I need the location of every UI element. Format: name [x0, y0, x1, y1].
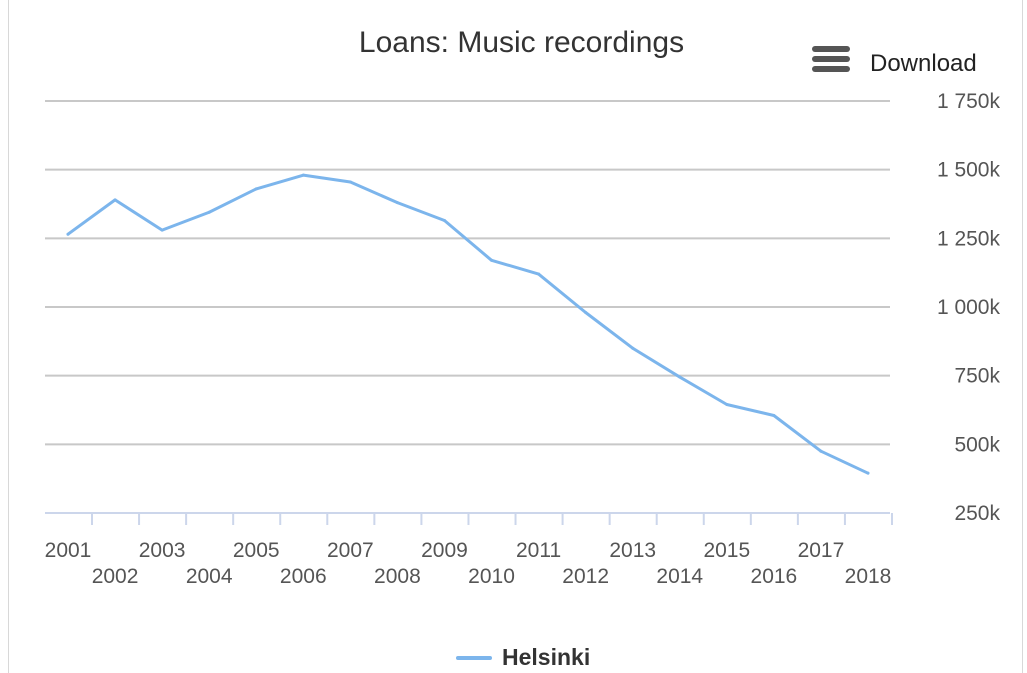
x-tick-label: 2002	[92, 565, 139, 588]
x-tick-label: 2016	[751, 565, 798, 588]
data-point	[301, 173, 305, 177]
x-tick-label: 2010	[468, 565, 515, 588]
data-point	[631, 346, 635, 350]
data-point	[348, 180, 352, 184]
x-tick-label: 2015	[703, 539, 750, 562]
data-point	[772, 413, 776, 417]
data-point	[160, 228, 164, 232]
x-tick-label: 2012	[562, 565, 609, 588]
series-line-helsinki	[66, 173, 870, 475]
y-tick-label: 250k	[954, 502, 1000, 525]
x-tick-label: 2009	[421, 539, 468, 562]
download-button[interactable]: Download	[812, 40, 977, 78]
x-tick-label: 2005	[233, 539, 280, 562]
x-tick-label: 2018	[845, 565, 892, 588]
chart-title: Loans: Music recordings	[358, 26, 685, 59]
x-tick-label: 2004	[186, 565, 233, 588]
data-point	[442, 218, 446, 222]
data-point	[584, 310, 588, 314]
data-point	[395, 201, 399, 205]
data-point	[254, 187, 258, 191]
x-tick-label: 2014	[656, 565, 703, 588]
legend-swatch	[456, 655, 492, 660]
x-tick-label: 2006	[280, 565, 327, 588]
download-label: Download	[870, 50, 977, 77]
legend-label: Helsinki	[502, 644, 591, 670]
y-tick-label: 1 000k	[937, 296, 1001, 319]
y-tick-label: 1 750k	[937, 90, 1001, 113]
x-tick-label: 2007	[327, 539, 374, 562]
hamburger-menu-icon[interactable]	[812, 46, 850, 72]
data-point	[819, 449, 823, 453]
x-tick-label: 2017	[798, 539, 845, 562]
data-point	[678, 375, 682, 379]
right-border	[1022, 0, 1023, 673]
data-point	[207, 210, 211, 214]
x-tick-label: 2011	[516, 539, 561, 562]
data-point	[113, 198, 117, 202]
y-tick-label: 1 500k	[937, 159, 1001, 182]
x-tick-label: 2001	[45, 539, 92, 562]
data-point	[537, 272, 541, 276]
data-point	[725, 403, 729, 407]
y-tick-label: 500k	[954, 433, 1000, 456]
data-point	[866, 471, 870, 475]
data-point	[66, 232, 70, 236]
data-point	[490, 258, 494, 262]
y-tick-label: 750k	[954, 365, 1000, 388]
legend-item-helsinki[interactable]: Helsinki	[456, 644, 590, 671]
x-tick-label: 2013	[609, 539, 656, 562]
x-tick-label: 2008	[374, 565, 421, 588]
x-tick-label: 2003	[139, 539, 186, 562]
y-tick-label: 1 250k	[937, 227, 1001, 250]
left-border	[8, 0, 9, 673]
